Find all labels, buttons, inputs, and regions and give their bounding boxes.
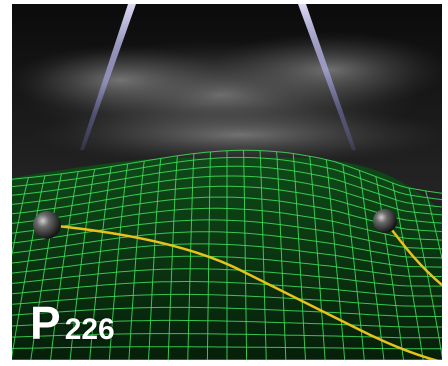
grid-line-vertical: [50, 171, 79, 360]
grid-line-vertical: [292, 153, 306, 360]
grid-line-vertical: [259, 150, 267, 360]
grid-line-vertical: [30, 173, 63, 360]
grid-line-vertical: [358, 170, 385, 360]
grid-line-vertical: [408, 187, 442, 359]
grid-line-vertical: [325, 159, 346, 360]
grid-line-vertical: [441, 193, 442, 195]
light-beam-left: [80, 4, 136, 150]
grid-line-vertical: [69, 169, 96, 360]
grid-line-vertical: [128, 161, 145, 360]
grid-line-vertical: [309, 156, 326, 360]
grid-line-vertical: [375, 176, 404, 360]
grid-line-vertical: [148, 158, 162, 360]
grid-line-vertical: [342, 164, 365, 360]
grid-line-vertical: [12, 175, 46, 359]
grid-line-vertical: [243, 150, 248, 360]
trajectory-curve: [46, 223, 440, 360]
grid-line-vertical: [391, 182, 424, 360]
grid-line-vertical: [206, 151, 211, 360]
grid-line-vertical: [187, 153, 195, 360]
spacetime-grid: [12, 149, 442, 360]
grid-line-vertical: [12, 179, 13, 181]
page-label: P 226: [30, 300, 115, 346]
grid-line-vertical: [108, 163, 129, 360]
page-letter: P: [30, 297, 61, 349]
sphere-right: [373, 209, 397, 233]
grid-line-vertical: [89, 166, 112, 360]
grid-line-vertical: [276, 151, 287, 360]
clouds: [12, 32, 442, 165]
sphere-left: [33, 211, 61, 239]
grid-line-vertical: [425, 190, 442, 261]
page-number: 226: [64, 313, 115, 346]
light-beam-right: [298, 4, 356, 150]
grid-line-vertical: [12, 177, 29, 257]
